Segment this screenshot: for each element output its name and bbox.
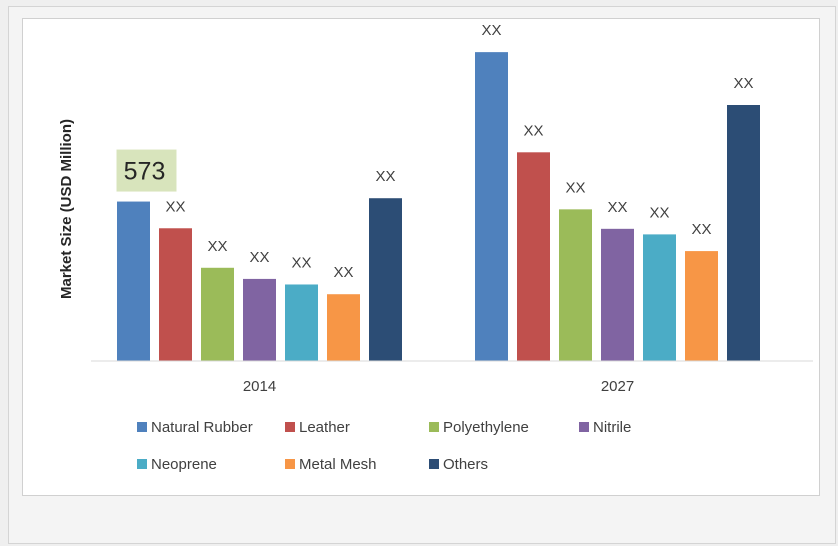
legend-swatch-others bbox=[429, 459, 439, 469]
data-label: XX bbox=[649, 204, 669, 221]
data-label: XX bbox=[249, 249, 269, 266]
bar-natural-rubber-2027 bbox=[475, 52, 508, 362]
highlight-box bbox=[116, 149, 177, 192]
data-label: XX bbox=[733, 75, 753, 92]
bar-leather-2014 bbox=[159, 228, 192, 361]
bar-nitrile-2014 bbox=[243, 278, 276, 361]
bar-polyethylene-2027 bbox=[559, 209, 592, 361]
bars-group: 573 XX XX XX XX XX XX XX XX XX XX XX XX XX bbox=[116, 22, 760, 362]
bar-neoprene-2027 bbox=[643, 234, 676, 361]
bar-others-2027 bbox=[727, 105, 760, 361]
x-tick-label-2027: 2027 bbox=[601, 378, 634, 395]
bar-neoprene-2014 bbox=[285, 284, 318, 361]
bar-leather-2027 bbox=[517, 152, 550, 361]
data-label: XX bbox=[691, 221, 711, 238]
legend-label-neoprene: Neoprene bbox=[151, 456, 217, 473]
legend-label-polyethylene: Polyethylene bbox=[443, 419, 529, 436]
legend-label-metal-mesh: Metal Mesh bbox=[299, 456, 377, 473]
x-tick-labels: 2014 2027 bbox=[243, 378, 634, 395]
bar-natural-rubber-2014 bbox=[117, 201, 150, 361]
y-axis-title: Market Size (USD Million) bbox=[58, 119, 75, 299]
bar-others-2014 bbox=[369, 198, 402, 361]
data-label-highlight: 573 bbox=[124, 158, 166, 186]
legend-swatch-natural-rubber bbox=[137, 422, 147, 432]
data-label: XX bbox=[607, 199, 627, 216]
legend-swatch-neoprene bbox=[137, 459, 147, 469]
legend-label-nitrile: Nitrile bbox=[593, 419, 631, 436]
bar-metal-mesh-2014 bbox=[327, 294, 360, 361]
data-label: XX bbox=[375, 168, 395, 185]
bar-nitrile-2027 bbox=[601, 228, 634, 361]
legend-label-others: Others bbox=[443, 456, 488, 473]
legend-label-leather: Leather bbox=[299, 419, 350, 436]
bar-polyethylene-2014 bbox=[201, 267, 234, 361]
legend-swatch-metal-mesh bbox=[285, 459, 295, 469]
data-label: XX bbox=[481, 22, 501, 39]
x-tick-label-2014: 2014 bbox=[243, 378, 276, 395]
data-label: XX bbox=[207, 238, 227, 255]
legend-label-natural-rubber: Natural Rubber bbox=[151, 419, 253, 436]
data-label: XX bbox=[333, 264, 353, 281]
data-label: XX bbox=[165, 198, 185, 215]
bar-metal-mesh-2027 bbox=[685, 251, 718, 361]
chart-card: Market Size (USD Million) 573 XX XX XX XX XX X… bbox=[22, 18, 820, 496]
legend-swatch-polyethylene bbox=[429, 422, 439, 432]
bar-chart: Market Size (USD Million) 573 XX XX XX XX XX X… bbox=[58, 22, 813, 473]
data-label: XX bbox=[565, 179, 585, 196]
legend-swatch-leather bbox=[285, 422, 295, 432]
data-label: XX bbox=[291, 254, 311, 271]
legend-swatch-nitrile bbox=[579, 422, 589, 432]
legend: Natural Rubber Leather Polyethylene Nitrile… bbox=[137, 419, 631, 473]
data-label: XX bbox=[523, 122, 543, 139]
